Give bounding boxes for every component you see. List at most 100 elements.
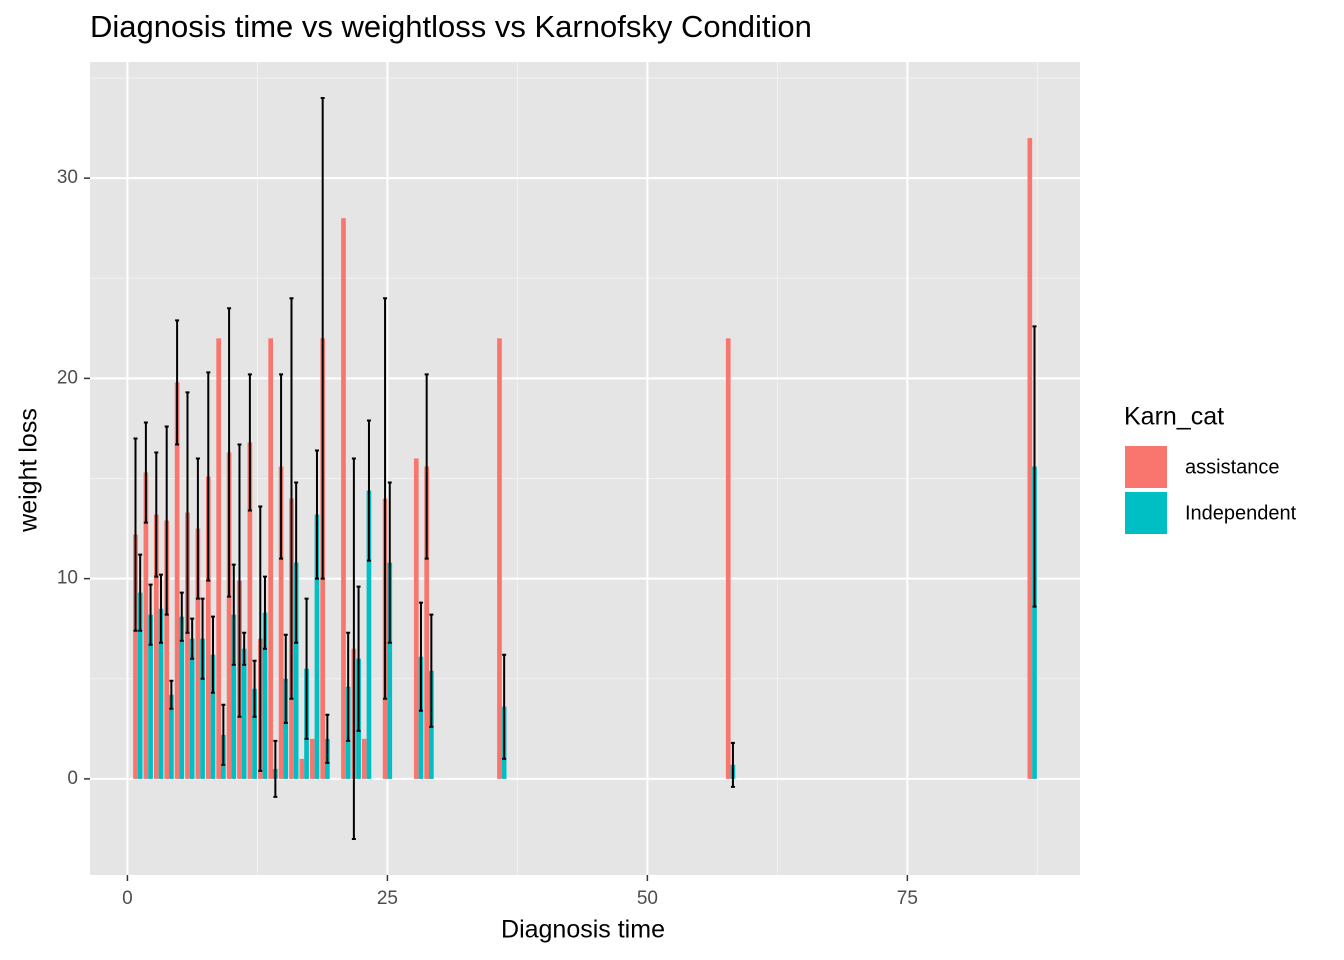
error-bar [195,457,200,600]
bar [153,514,159,779]
bar [195,528,201,779]
error-bar [206,371,211,582]
error-bar [175,319,180,446]
error-bar [252,659,257,718]
error-bar [237,443,242,718]
bar [189,638,195,779]
legend-key [1125,446,1167,488]
error-bar [418,601,423,712]
x-tick-label: 0 [122,888,133,909]
bar [216,338,222,779]
error-bar [210,615,215,694]
bar [262,612,268,779]
error-bar [320,97,325,580]
error-bar [1032,325,1037,608]
bar [205,476,211,779]
bar [283,678,289,779]
bar [231,614,237,779]
error-bar [133,437,138,632]
bar [413,458,419,779]
legend-title: Karn_cat [1124,403,1224,431]
error-bar [190,617,195,660]
bar [497,338,502,779]
error-bar [154,451,159,578]
bar [268,338,274,779]
bar [158,608,164,779]
error-bar [200,597,205,680]
error-bar [283,633,288,724]
error-bar [169,679,174,710]
legend-label: Independent [1185,502,1297,524]
bar [143,472,149,779]
bar [210,654,216,779]
error-bar [273,739,278,798]
bar [1027,138,1033,779]
legend-label: assistance [1185,456,1280,478]
bar [133,534,138,779]
error-bar [383,297,388,700]
error-bar [179,591,184,642]
error-bar [138,553,143,632]
bar [252,688,257,779]
bar [1032,466,1037,779]
bar [725,338,731,779]
error-bar [158,573,163,644]
bar [169,694,174,779]
bar [387,562,393,779]
chart-title: Diagnosis time vs weightloss vs Karnofsk… [90,9,812,44]
bar [278,466,284,779]
error-bar [221,703,226,766]
bar [314,514,320,779]
bar [179,616,185,779]
y-axis-label: weight loss [15,408,43,533]
bar [418,656,424,779]
error-bar [429,613,434,728]
error-bar [164,425,169,616]
y-tick-label: 20 [57,367,78,388]
error-bar [346,631,351,742]
bar [164,520,170,779]
bar [137,592,143,779]
error-bar [185,391,190,634]
error-bar [387,481,392,644]
y-tick-label: 30 [57,167,78,188]
error-bar [730,741,735,788]
bar [341,218,346,779]
bar [148,614,153,779]
bar [226,452,232,779]
bar [174,382,180,779]
error-bar [148,583,153,646]
y-tick-label: 10 [57,568,78,589]
error-bar [424,373,429,560]
error-bar [294,481,299,644]
bar [241,648,247,779]
error-bar [351,457,356,840]
error-bar [502,653,507,760]
bar [361,738,367,779]
bar [299,758,305,779]
error-bar [262,575,267,650]
bar [366,490,372,779]
x-tick-label: 25 [377,888,398,909]
y-tick-label: 0 [67,768,78,789]
x-tick-label: 75 [897,888,918,909]
error-bar [366,419,371,562]
bar [424,466,430,779]
bar [185,512,190,779]
bar [247,442,253,779]
bar [309,738,315,779]
error-bar [231,563,236,666]
legend-key [1125,492,1167,534]
bar [293,562,299,779]
error-bar [289,297,294,700]
bar [200,638,205,779]
error-bar [304,597,309,740]
error-bar [143,421,148,524]
error-bar [314,449,319,580]
error-bar [279,373,284,560]
x-tick-label: 50 [637,888,658,909]
error-bar [227,307,232,598]
error-bar [247,373,252,512]
error-bar [242,631,247,666]
